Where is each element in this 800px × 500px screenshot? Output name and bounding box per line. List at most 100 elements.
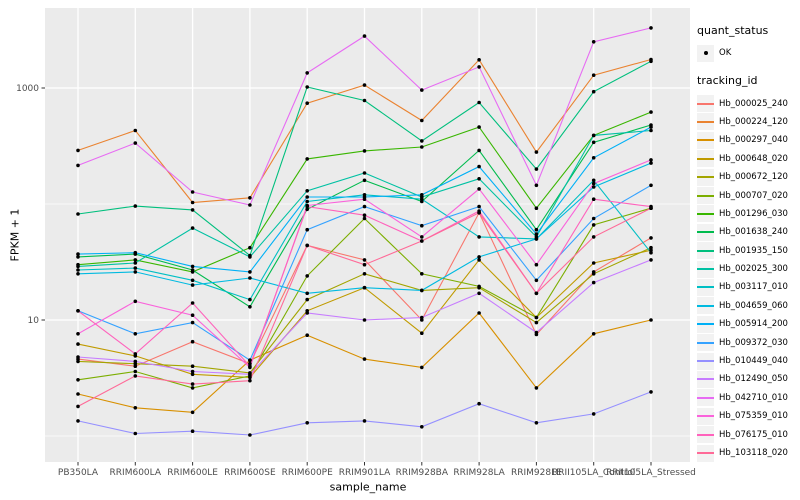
data-point	[591, 178, 596, 183]
data-point	[76, 212, 80, 216]
data-point	[649, 158, 653, 162]
data-point	[133, 406, 138, 410]
data-point	[420, 145, 424, 149]
data-point	[305, 189, 310, 193]
data-point	[420, 425, 424, 429]
data-point	[534, 421, 539, 425]
legend-line-icon	[697, 120, 714, 123]
data-point	[362, 213, 367, 217]
legend: quant_status OK tracking_id Hb_000025_24…	[697, 24, 797, 462]
data-point	[649, 59, 653, 64]
y-tick-label: 1000	[16, 84, 39, 94]
legend-key-swatch	[697, 370, 714, 388]
legend-item-Hb_000648_020: Hb_000648_020	[697, 150, 797, 168]
data-point	[649, 248, 653, 252]
data-point	[133, 128, 138, 133]
legend-item-Hb_042710_010: Hb_042710_010	[697, 389, 797, 407]
data-point	[305, 204, 310, 209]
legend-label: Hb_000224_120	[719, 116, 788, 127]
data-point	[591, 261, 596, 265]
legend-key-swatch	[697, 407, 714, 425]
x-tick-label: RRII105LA_Control	[552, 468, 635, 478]
legend-item-Hb_012490_050: Hb_012490_050	[697, 370, 797, 388]
data-point	[190, 364, 195, 369]
legend-item-Hb_076175_010: Hb_076175_010	[697, 425, 797, 444]
data-point	[305, 85, 310, 89]
data-point	[649, 258, 653, 262]
data-point	[362, 178, 367, 183]
data-point	[534, 237, 539, 241]
data-point	[420, 88, 424, 92]
x-tick-label: RRIM600LA	[110, 468, 162, 478]
data-point	[190, 313, 195, 318]
legend-line-icon	[697, 323, 714, 326]
x-axis-title: sample_name	[329, 480, 407, 494]
data-point	[649, 26, 653, 30]
data-point	[534, 386, 539, 390]
data-point	[420, 288, 424, 293]
legend-line-icon	[697, 102, 714, 105]
x-tick-label: RRIM600LE	[167, 468, 218, 478]
data-point	[362, 258, 367, 262]
data-point	[591, 280, 596, 285]
legend-item-Hb_001935_150: Hb_001935_150	[697, 242, 797, 260]
data-point	[591, 216, 596, 221]
legend-line-icon	[697, 452, 714, 454]
legend-item-Hb_002025_300: Hb_002025_300	[697, 260, 797, 278]
data-point	[362, 285, 367, 290]
legend-key-swatch	[697, 242, 714, 260]
data-point	[477, 125, 481, 129]
data-point	[76, 268, 80, 272]
legend-label: Hb_001638_240	[719, 227, 788, 238]
legend-line-icon	[697, 378, 714, 381]
data-point	[534, 150, 539, 154]
legend-line-icon	[697, 212, 714, 215]
x-tick-label: RRII105LA_Stressed	[606, 468, 696, 478]
data-point	[534, 183, 539, 188]
data-point	[133, 266, 138, 270]
legend-key-swatch	[697, 168, 714, 186]
data-point	[649, 236, 653, 240]
data-point	[649, 245, 653, 250]
data-point	[362, 83, 367, 87]
data-point	[305, 207, 310, 212]
legend-item-Hb_103118_020: Hb_103118_020	[697, 444, 797, 462]
legend-line-icon	[697, 360, 714, 363]
x-tick-label: RRIM901LA	[339, 468, 391, 478]
legend-key-swatch	[697, 260, 714, 278]
data-point	[133, 258, 138, 262]
legend-item-Hb_075359_010: Hb_075359_010	[697, 407, 797, 425]
legend-label: Hb_001935_150	[719, 245, 788, 256]
legend-label: Hb_000297_040	[719, 135, 788, 146]
data-point	[248, 276, 252, 280]
data-point	[649, 206, 653, 210]
data-point	[362, 171, 367, 175]
data-point	[420, 235, 424, 239]
legend-item-Hb_003117_010: Hb_003117_010	[697, 278, 797, 296]
data-point	[76, 355, 80, 359]
x-tick-label: RRIM928BA	[396, 468, 449, 478]
legend-key-swatch	[697, 297, 714, 315]
data-point	[477, 291, 481, 296]
data-point	[534, 167, 539, 171]
data-point	[420, 318, 424, 322]
legend-label: Hb_103118_020	[719, 448, 788, 458]
data-point	[305, 101, 310, 105]
data-point	[591, 133, 596, 138]
series-points-Hb_103118_020	[76, 206, 653, 409]
data-point	[591, 332, 596, 336]
data-point	[591, 140, 596, 145]
data-point	[190, 386, 195, 390]
data-point	[534, 262, 539, 267]
data-point	[362, 357, 367, 361]
series-points-Hb_005914_200	[76, 125, 653, 274]
series-points-Hb_004659_060	[76, 161, 653, 296]
legend-line-icon	[697, 194, 714, 197]
data-point	[477, 164, 481, 169]
legend-label: Hb_076175_010	[719, 429, 788, 440]
data-point	[190, 369, 195, 374]
legend-label: Hb_075359_010	[719, 411, 788, 422]
data-point	[248, 433, 252, 437]
data-point	[534, 315, 539, 320]
legend-item-Hb_009372_030: Hb_009372_030	[697, 333, 797, 352]
